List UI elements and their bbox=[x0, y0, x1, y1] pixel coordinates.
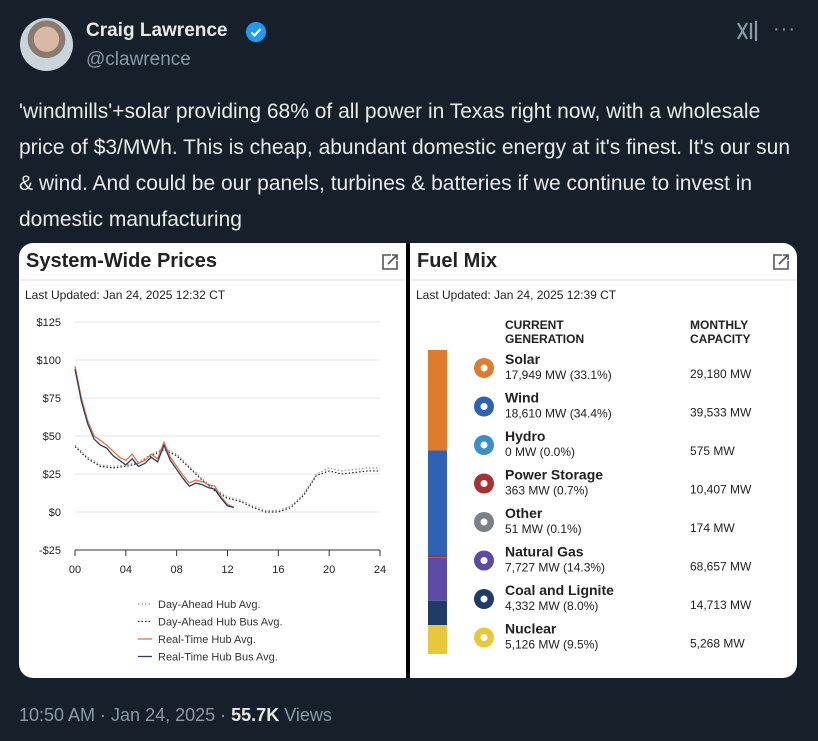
fuel-generation: 5,126 MW (9.5%) bbox=[505, 638, 598, 652]
series-line bbox=[74, 446, 380, 513]
x-tick-label: 12 bbox=[221, 564, 233, 576]
fuel-capacity: 10,407 MW bbox=[690, 483, 752, 497]
fuel-generation: 363 MW (0.7%) bbox=[505, 484, 588, 498]
panel-bg bbox=[19, 243, 406, 678]
x-tick-label: 16 bbox=[272, 564, 284, 576]
fuel-capacity: 174 MW bbox=[690, 521, 735, 535]
fuel-capacity: 575 MW bbox=[690, 444, 735, 458]
fuel-icon-glyph bbox=[480, 557, 488, 564]
fuel-generation: 7,727 MW (14.3%) bbox=[505, 561, 605, 575]
fuel-capacity: 68,657 MW bbox=[690, 560, 752, 574]
fuel-generation: 51 MW (0.1%) bbox=[505, 522, 582, 536]
avatar[interactable] bbox=[20, 18, 73, 71]
fuel-generation: 17,949 MW (33.1%) bbox=[505, 368, 612, 382]
expand-icon[interactable] bbox=[773, 254, 789, 270]
tweet-text: 'windmills'+solar providing 68% of all p… bbox=[19, 100, 791, 231]
media[interactable]: System-Wide Prices Last Updated: Jan 24, … bbox=[19, 243, 797, 678]
legend-label: Real-Time Hub Bus Avg. bbox=[158, 652, 278, 664]
x-tick-label: 08 bbox=[171, 564, 183, 576]
column-header: CURRENT bbox=[505, 318, 564, 332]
fuel-name: Other bbox=[505, 505, 543, 521]
panel-title: System-Wide Prices bbox=[26, 250, 217, 272]
fuel-capacity: 39,533 MW bbox=[690, 406, 752, 420]
y-tick-label: $125 bbox=[37, 317, 61, 329]
views-label: Views bbox=[284, 705, 332, 725]
fuel-generation: 4,332 MW (8.0%) bbox=[505, 599, 598, 613]
fuel-capacity: 14,713 MW bbox=[690, 598, 752, 612]
fuel-name: Hydro bbox=[505, 428, 545, 444]
x-tick-label: 24 bbox=[374, 564, 386, 576]
y-tick-label: $25 bbox=[43, 469, 61, 481]
subtitle: Last Updated: Jan 24, 2025 12:39 CT bbox=[416, 288, 617, 302]
view-count: 55.7K bbox=[231, 705, 280, 725]
more-button[interactable]: ··· bbox=[773, 18, 796, 40]
fuel-icon-glyph bbox=[480, 480, 488, 487]
fuel-name: Wind bbox=[505, 390, 539, 406]
x-tick-label: 20 bbox=[323, 564, 335, 576]
y-tick-label: $0 bbox=[49, 507, 61, 519]
fuel-icon-glyph bbox=[480, 441, 488, 449]
mix-segment bbox=[428, 600, 447, 626]
fuel-mix: Fuel Mix Last Updated: Jan 24, 2025 12:39… bbox=[410, 243, 797, 678]
timestamp[interactable]: 10:50 AM · Jan 24, 2025 · bbox=[19, 705, 227, 725]
series-line bbox=[74, 368, 235, 509]
x-tick-label: 04 bbox=[120, 564, 132, 576]
fuel-generation: 18,610 MW (34.4%) bbox=[505, 407, 612, 421]
author-name[interactable]: Craig Lawrence bbox=[86, 20, 228, 41]
column-header: CAPACITY bbox=[690, 332, 750, 346]
expand-icon[interactable] bbox=[382, 254, 398, 270]
panel-title: Fuel Mix bbox=[417, 250, 497, 272]
y-tick-label: $75 bbox=[43, 393, 61, 405]
mix-segment bbox=[428, 557, 447, 601]
fuel-icon-glyph bbox=[480, 595, 488, 603]
column-header: MONTHLY bbox=[690, 318, 748, 332]
fuel-capacity: 5,268 MW bbox=[690, 637, 745, 651]
mix-segment bbox=[428, 350, 447, 451]
legend-label: Day-Ahead Hub Bus Avg. bbox=[158, 617, 283, 629]
fuel-name: Power Storage bbox=[505, 467, 603, 483]
y-tick-label: $100 bbox=[37, 355, 61, 367]
series-line bbox=[74, 365, 235, 509]
tweet-meta: 10:50 AM · Jan 24, 2025 · 55.7K Views bbox=[19, 705, 332, 726]
y-tick-label: -$25 bbox=[39, 545, 61, 557]
fuel-capacity: 29,180 MW bbox=[690, 367, 752, 381]
mix-segment bbox=[428, 625, 447, 654]
legend-label: Day-Ahead Hub Avg. bbox=[158, 599, 261, 611]
fuel-icon-glyph bbox=[480, 634, 488, 641]
subtitle: Last Updated: Jan 24, 2025 12:32 CT bbox=[25, 288, 226, 302]
fuel-name: Coal and Lignite bbox=[505, 582, 614, 598]
author-handle[interactable]: @clawrence bbox=[86, 49, 191, 70]
fuel-name: Nuclear bbox=[505, 621, 557, 637]
prices-chart: System-Wide Prices Last Updated: Jan 24, … bbox=[19, 243, 406, 678]
fuel-generation: 0 MW (0.0%) bbox=[505, 445, 575, 459]
fuel-icon-glyph bbox=[480, 364, 488, 372]
fuel-icon-glyph bbox=[480, 518, 488, 526]
fuel-name: Natural Gas bbox=[505, 544, 584, 560]
panel-bg bbox=[410, 243, 797, 678]
verified-badge bbox=[246, 22, 266, 42]
fuel-icon-glyph bbox=[480, 403, 488, 410]
x-tick-label: 00 bbox=[69, 564, 81, 576]
mix-segment bbox=[428, 554, 447, 558]
column-header: GENERATION bbox=[505, 332, 584, 346]
y-tick-label: $50 bbox=[43, 431, 61, 443]
legend-label: Real-Time Hub Avg. bbox=[158, 634, 256, 646]
grok-icon[interactable] bbox=[736, 19, 760, 43]
mix-segment bbox=[428, 450, 447, 555]
fuel-name: Solar bbox=[505, 351, 541, 367]
